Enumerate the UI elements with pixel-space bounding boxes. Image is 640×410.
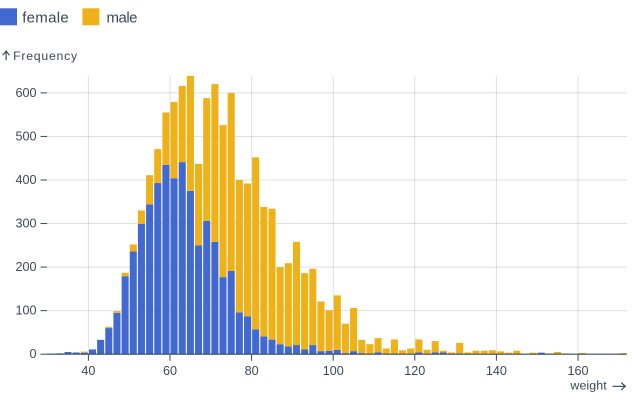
svg-text:500: 500 [15, 129, 36, 143]
svg-text:400: 400 [15, 173, 36, 187]
svg-text:300: 300 [15, 216, 36, 230]
svg-text:200: 200 [15, 260, 36, 274]
svg-text:Frequency: Frequency [13, 49, 78, 63]
svg-text:80: 80 [245, 364, 259, 378]
svg-text:female: female [22, 10, 69, 27]
svg-text:0: 0 [29, 347, 36, 361]
svg-text:160: 160 [567, 364, 588, 378]
svg-text:100: 100 [323, 364, 344, 378]
svg-text:100: 100 [15, 304, 36, 318]
svg-text:600: 600 [15, 86, 36, 100]
svg-text:weight: weight [569, 378, 607, 392]
svg-text:40: 40 [81, 364, 95, 378]
svg-text:male: male [107, 10, 138, 27]
svg-text:140: 140 [486, 364, 507, 378]
svg-text:120: 120 [404, 364, 425, 378]
svg-text:60: 60 [163, 364, 177, 378]
